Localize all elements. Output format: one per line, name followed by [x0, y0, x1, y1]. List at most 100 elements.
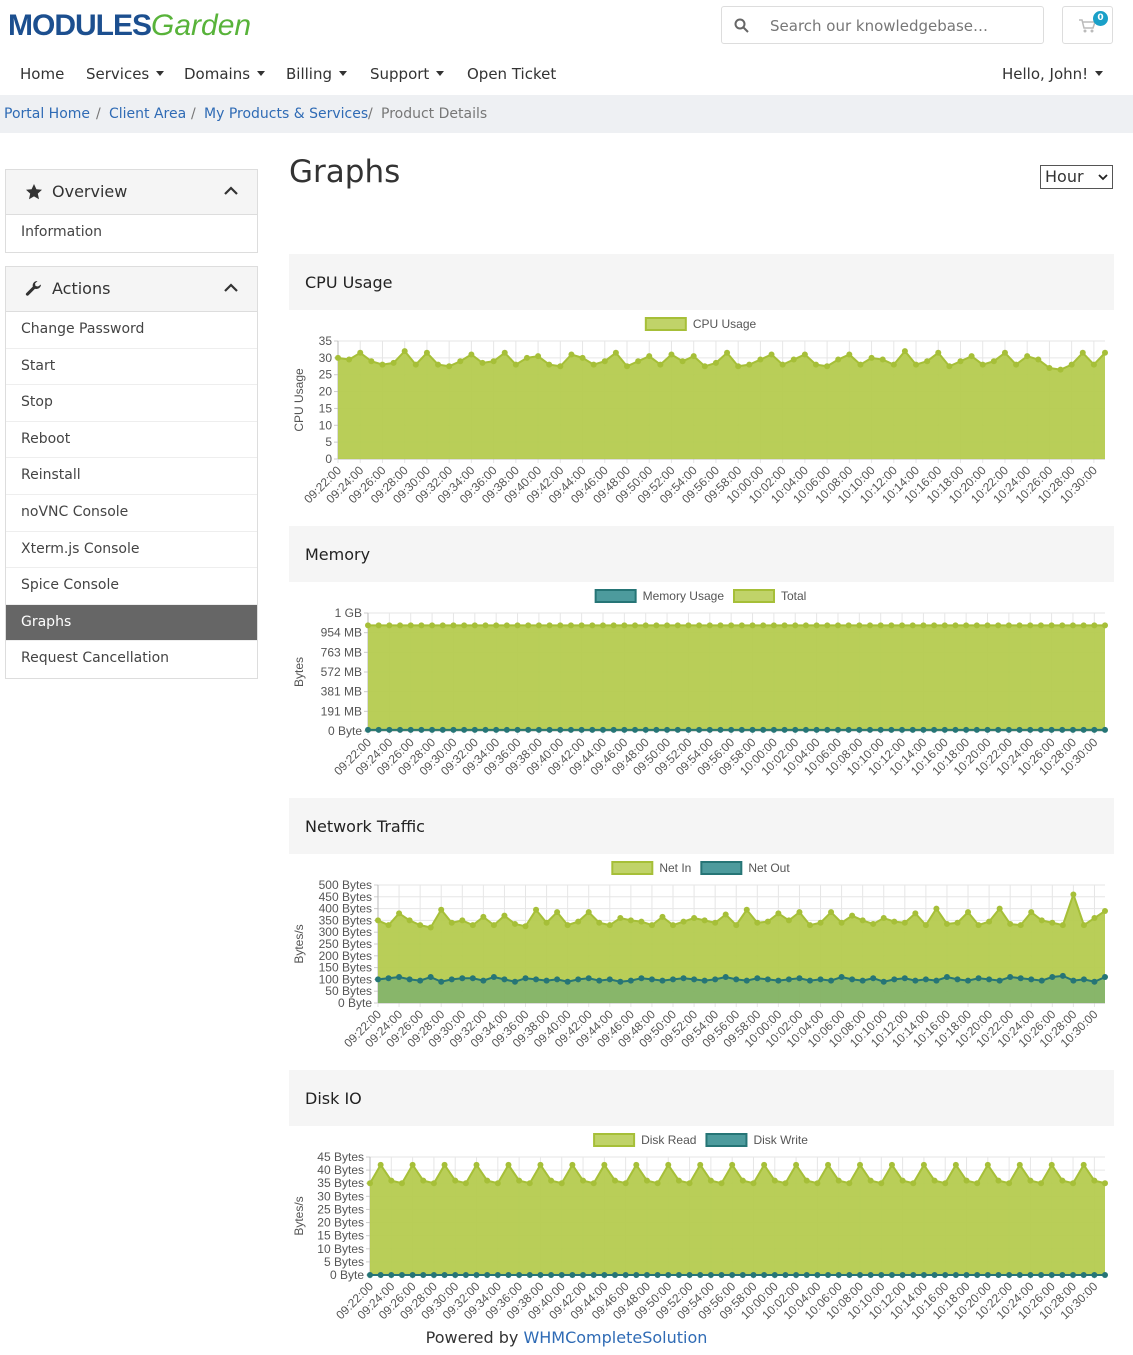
data-point [335, 354, 341, 361]
data-point [1027, 622, 1034, 629]
menu-item[interactable]: Reinstall [6, 458, 257, 495]
data-point [793, 1161, 800, 1168]
data-point [828, 977, 835, 984]
data-point [385, 975, 392, 982]
data-point [578, 622, 585, 629]
footer-link[interactable]: WHMCompleteSolution [523, 1328, 708, 1347]
data-point [554, 976, 561, 983]
data-point [888, 1272, 895, 1278]
panel-header[interactable]: Overview [6, 170, 257, 215]
panel-header[interactable]: Actions [6, 267, 257, 312]
data-point [879, 356, 886, 363]
data-point [418, 726, 425, 733]
data-point [768, 351, 775, 358]
data-point [1070, 977, 1077, 984]
data-point [722, 911, 729, 918]
nav-item[interactable]: Home [20, 65, 65, 83]
data-point [824, 726, 831, 733]
search-box[interactable]: Search our knowledgebase… [721, 6, 1044, 44]
data-point [505, 1272, 512, 1278]
data-point [1102, 907, 1108, 914]
data-point [514, 726, 521, 733]
nav-item[interactable]: Open Ticket [467, 65, 557, 83]
data-point [654, 1180, 661, 1187]
breadcrumb-link[interactable]: Portal Home [4, 106, 91, 122]
data-point [375, 917, 381, 924]
y-tick-label: 1 GB [335, 606, 362, 620]
nav-item[interactable]: Domains [184, 64, 265, 84]
data-point [867, 1177, 874, 1184]
data-point [501, 912, 508, 919]
data-point [606, 976, 613, 983]
data-point [627, 917, 634, 924]
data-point [430, 1272, 437, 1278]
data-point [1059, 922, 1066, 929]
data-point [735, 363, 742, 370]
data-point [817, 919, 824, 926]
chart-title: Disk IO [305, 1089, 362, 1108]
data-point [739, 1272, 746, 1278]
data-point [1090, 361, 1097, 368]
data-point [407, 726, 414, 733]
menu-item[interactable]: Graphs [6, 604, 257, 642]
data-point [1059, 972, 1066, 979]
data-point [952, 1272, 959, 1278]
select-arrow [1098, 174, 1108, 181]
legend-label: Net Out [748, 861, 790, 875]
data-point [952, 1161, 959, 1168]
user-menu[interactable]: Hello, John! [1002, 64, 1103, 84]
cart-button[interactable]: 0 [1062, 6, 1113, 44]
data-point [1017, 975, 1024, 982]
nav-item[interactable]: Support [370, 64, 444, 84]
data-point [1069, 622, 1076, 629]
menu-item[interactable]: Stop [6, 385, 257, 422]
menu-item[interactable]: Change Password [6, 312, 257, 349]
nav-item[interactable]: Billing [286, 64, 347, 84]
data-point [580, 1177, 587, 1184]
data-point [612, 349, 619, 356]
menu-item[interactable]: Spice Console [6, 568, 257, 605]
data-point [1079, 349, 1086, 356]
data-point [568, 351, 575, 358]
data-point [974, 1272, 981, 1278]
series-line [369, 1162, 1106, 1185]
logo-main: MODULES [8, 9, 152, 42]
data-point [722, 974, 729, 981]
menu-item[interactable]: Reboot [6, 422, 257, 459]
collapse-icon [224, 283, 238, 292]
data-point [781, 622, 788, 629]
logo[interactable]: MODULESGarden [8, 8, 251, 44]
range-select[interactable]: Hour [1040, 165, 1113, 189]
data-point [877, 622, 884, 629]
nav-item[interactable]: Services [86, 64, 164, 84]
data-point [686, 1180, 693, 1187]
breadcrumb-link[interactable]: Client Area [109, 106, 187, 122]
y-tick-label: 250 Bytes [319, 937, 372, 951]
search-icon [734, 18, 749, 33]
data-point [1024, 353, 1031, 360]
menu-item[interactable]: Xterm.js Console [6, 532, 257, 569]
data-point [461, 622, 468, 629]
menu-item[interactable]: Information [21, 224, 103, 240]
cart-count: 0 [1093, 11, 1108, 26]
data-point [1070, 1180, 1077, 1187]
menu-item[interactable]: Start [6, 349, 257, 386]
wrench-icon [25, 280, 41, 296]
data-point [931, 1272, 938, 1278]
menu-item[interactable]: noVNC Console [6, 495, 257, 532]
data-point [707, 1177, 714, 1184]
data-point [377, 1161, 384, 1168]
data-point [396, 910, 403, 917]
data-point [733, 922, 740, 929]
data-point [569, 1272, 576, 1278]
data-point [435, 361, 442, 368]
data-point [984, 726, 991, 733]
data-point [760, 726, 767, 733]
menu-item[interactable]: Request Cancellation [21, 650, 170, 667]
data-point [899, 726, 906, 733]
breadcrumb-link[interactable]: My Products & Services [204, 106, 369, 122]
data-point [501, 349, 508, 356]
data-point [1091, 726, 1098, 733]
data-point [909, 726, 916, 733]
